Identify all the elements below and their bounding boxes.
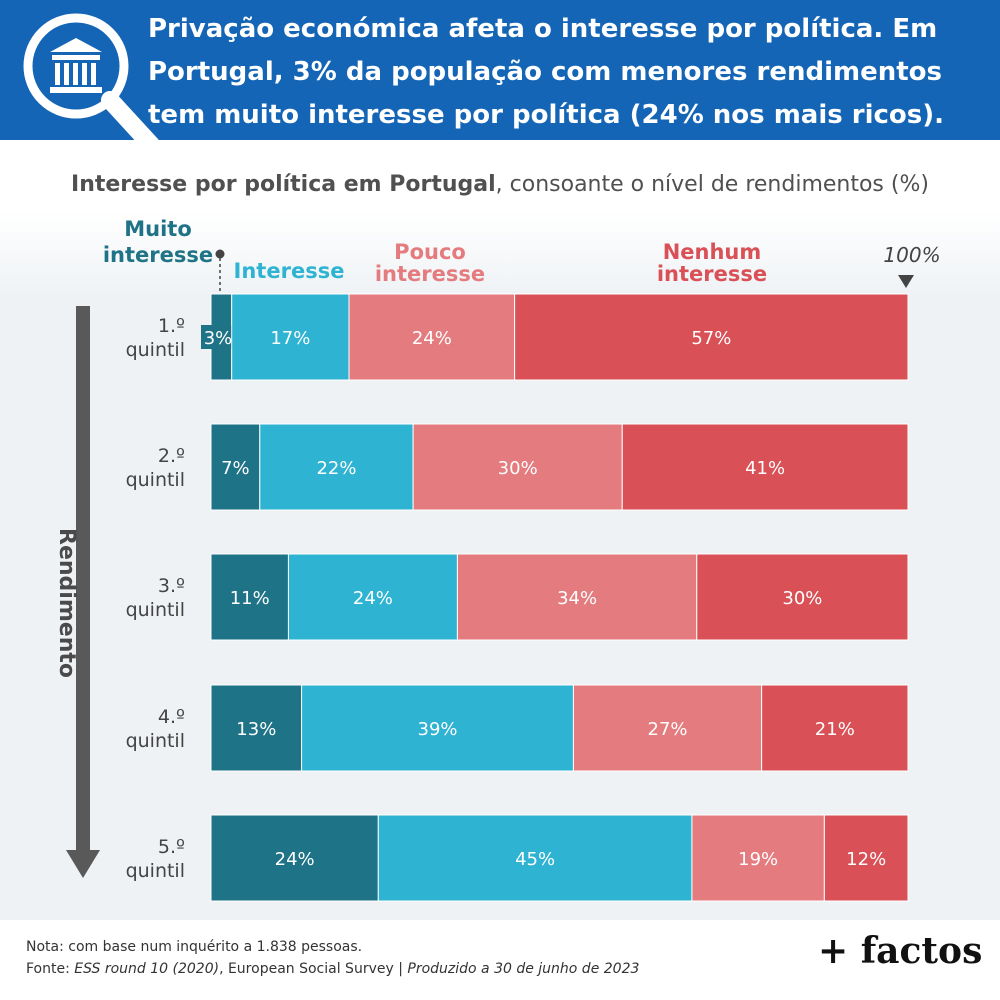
bar-interesse-q3 [287, 553, 458, 641]
bar-label-nenhum-interesse-q1: 57% [691, 328, 731, 349]
row-label-q4-word: quintil [126, 730, 185, 752]
bar-interesse-q5 [377, 814, 693, 902]
footnote: Nota: com base num inquérito a 1.838 pes… [26, 936, 639, 980]
legend-muito-interesse-line2: interesse [103, 243, 213, 267]
bar-label-muito-interesse-q2: 7% [221, 458, 250, 479]
chart-subtitle-bold: Interesse por política em Portugal [71, 172, 496, 197]
bar-muito-interesse-q2 [210, 423, 261, 511]
produced-date: Produzido a 30 de junho de 2023 [407, 961, 640, 977]
chart-background [0, 140, 1000, 920]
row-label-q3-word: quintil [126, 599, 185, 621]
bar-interesse-q1 [231, 293, 350, 381]
bar-nenhum-interesse-q4 [761, 684, 909, 772]
bar-label-interesse-q2: 22% [316, 458, 356, 479]
bar-muito-interesse-q3 [210, 553, 289, 641]
hundred-percent-label: 100% [883, 243, 940, 267]
row-label-q4-number: 4.º [158, 706, 185, 728]
legend-pouco-interesse-line2: interesse [375, 262, 485, 286]
footnote-note: Nota: com base num inquérito a 1.838 pes… [26, 939, 363, 955]
bar-nenhum-interesse-q3 [696, 553, 909, 641]
bar-label-muito-interesse-q4: 13% [236, 719, 276, 740]
bar-interesse-q2 [259, 423, 414, 511]
legend-nenhum-interesse-line2: interesse [657, 262, 767, 286]
bar-label-interesse-q4: 39% [418, 719, 458, 740]
row-label-q2-number: 2.º [158, 445, 185, 467]
bar-label-nenhum-interesse-q3: 30% [782, 588, 822, 609]
axis-arrow-shaft [76, 306, 90, 850]
bar-pouco-interesse-q5 [691, 814, 825, 902]
bar-label-interesse-q5: 45% [515, 849, 555, 870]
legend-interesse: Interesse [234, 259, 345, 283]
axis-arrow-head-icon [66, 850, 100, 878]
bar-label-pouco-interesse-q5: 19% [738, 849, 778, 870]
bar-pouco-interesse-q2 [412, 423, 623, 511]
legend-muito-interesse-line1: Muito [124, 217, 192, 241]
brand-logo: + factos [818, 930, 983, 972]
bar-label-pouco-interesse-q3: 34% [557, 588, 597, 609]
bar-label-nenhum-interesse-q5: 12% [846, 849, 886, 870]
bar-label-muito-interesse-q1: 3% [204, 328, 233, 349]
bar-pouco-interesse-q1 [348, 293, 516, 381]
row-label-q1-word: quintil [126, 339, 185, 361]
bar-label-pouco-interesse-q2: 30% [498, 458, 538, 479]
bar-nenhum-interesse-q2 [621, 423, 909, 511]
footnote-source: Fonte: ESS round 10 (2020), European Soc… [26, 958, 639, 980]
bar-muito-interesse-q5 [210, 814, 379, 902]
bar-muito-interesse-q4 [210, 684, 303, 772]
row-label-q5-word: quintil [126, 860, 185, 882]
legend-nenhum-interesse-line1: Nenhum [663, 240, 762, 264]
bar-label-nenhum-interesse-q4: 21% [815, 719, 855, 740]
source-middle: , European Social Survey | [219, 961, 408, 977]
hundred-percent-marker-icon [898, 275, 914, 288]
bar-label-interesse-q1: 17% [270, 328, 310, 349]
legend-pouco-interesse-line1: Pouco [394, 240, 466, 264]
legend-leader-dot [215, 249, 225, 259]
row-label-q2-word: quintil [126, 469, 185, 491]
bar-pouco-interesse-q4 [572, 684, 763, 772]
bar-nenhum-interesse-q1 [514, 293, 909, 381]
source-title: ESS round 10 (2020) [74, 961, 220, 977]
bar-label-nenhum-interesse-q2: 41% [745, 458, 785, 479]
source-prefix: Fonte: [26, 961, 75, 977]
page-title: Privação económica afeta o interesse por… [148, 14, 945, 130]
row-label-q5-number: 5.º [158, 836, 185, 858]
bar-label-pouco-interesse-q4: 27% [648, 719, 688, 740]
chart-subtitle-rest: , consoante o nível de rendimentos (%) [495, 172, 929, 197]
bar-interesse-q4 [301, 684, 574, 772]
bar-label-muito-interesse-q5: 24% [275, 849, 315, 870]
bar-nenhum-interesse-q5 [823, 814, 909, 902]
bar-label-pouco-interesse-q1: 24% [412, 328, 452, 349]
bar-label-interesse-q3: 24% [353, 588, 393, 609]
bar-pouco-interesse-q3 [456, 553, 698, 641]
row-label-q3-number: 3.º [158, 575, 185, 597]
bar-label-bg-q1 [201, 325, 235, 349]
row-label-q1-number: 1.º [158, 315, 185, 337]
chart-subtitle: Interesse por política em Portugal, cons… [0, 172, 1000, 197]
axis-label: Rendimento [54, 528, 79, 678]
bar-label-muito-interesse-q3: 11% [230, 588, 270, 609]
